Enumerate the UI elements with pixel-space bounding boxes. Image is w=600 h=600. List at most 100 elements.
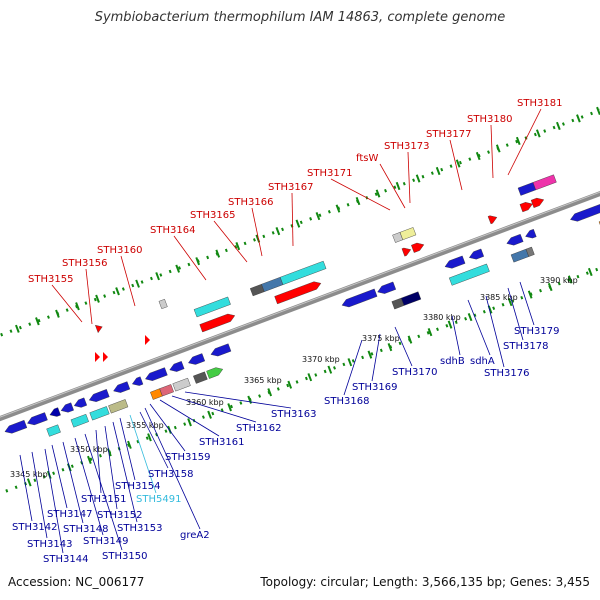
leader-line <box>251 207 263 257</box>
scale-tick-label: 3390 kbp <box>540 276 578 285</box>
guide-tick <box>307 373 313 382</box>
gene-feature <box>27 412 48 426</box>
gene-label-bottom: STH3154 <box>115 481 160 492</box>
guide-tick <box>535 129 541 138</box>
gene-feature <box>279 260 327 285</box>
gene-label-top: STH3171 <box>307 168 352 179</box>
gene-label-top: STH3160 <box>97 245 142 256</box>
scale-tick-label: 3345 kbp <box>10 470 48 479</box>
gene-feature <box>487 215 498 225</box>
guide-tick <box>455 159 461 168</box>
leader-line <box>485 295 505 368</box>
gene-feature <box>108 399 129 414</box>
gene-label-bottom: STH3158 <box>148 469 193 480</box>
guide-tick <box>507 297 513 307</box>
guide-tick <box>447 320 453 329</box>
gene-feature <box>532 174 557 191</box>
gene-feature <box>49 407 61 417</box>
gene-label-bottom: STH3142 <box>12 522 57 533</box>
gene-feature <box>448 263 490 286</box>
accession-text: Accession: NC_006177 <box>8 575 145 589</box>
leader-line <box>62 441 84 524</box>
guide-tick <box>127 440 132 449</box>
leader-line <box>291 192 294 247</box>
guide-tick <box>26 478 32 487</box>
gene-feature <box>517 182 537 196</box>
guide-tick <box>35 317 40 326</box>
gene-label-bottom: STH3170 <box>392 367 437 378</box>
genome-summary-text: Topology: circular; Length: 3,566,135 bp… <box>260 575 590 589</box>
gene-label-top: STH3180 <box>467 114 512 125</box>
leader-line <box>119 417 136 481</box>
gene-feature <box>510 248 530 263</box>
map-title: Symbiobacterium thermophilum IAM 14863, … <box>94 10 506 25</box>
leader-line <box>171 395 257 423</box>
guide-tick <box>215 249 221 258</box>
gene-label-bottom: STH3153 <box>117 523 162 534</box>
leader-line <box>44 448 64 554</box>
gene-feature <box>145 367 168 381</box>
gene-feature <box>570 204 600 222</box>
guide-tick <box>247 395 253 404</box>
guide-tick <box>315 211 321 221</box>
gene-label-top: STH3177 <box>426 129 471 140</box>
guide-tick <box>147 433 152 442</box>
gene-feature <box>145 335 150 345</box>
guide-tick <box>135 279 140 288</box>
gene-feature <box>199 313 236 333</box>
leader-line <box>51 284 83 323</box>
gene-feature <box>70 413 89 428</box>
gene-feature <box>399 227 417 241</box>
gene-label-bottom: STH3151 <box>81 494 126 505</box>
gene-feature <box>261 276 284 292</box>
guide-tick <box>395 181 401 191</box>
gene-feature <box>4 419 28 434</box>
leader-line <box>173 235 207 281</box>
genome-backbone <box>0 190 600 422</box>
gene-label-bottom: STH3150 <box>102 551 147 562</box>
gene-feature <box>188 353 206 365</box>
scale-tick-label: 3350 kbp <box>70 445 108 454</box>
gene-feature <box>60 402 74 413</box>
guide-tick <box>287 380 293 389</box>
leader-line <box>120 255 136 307</box>
gene-feature <box>377 281 397 294</box>
gene-label-top: STH3156 <box>62 258 107 269</box>
gene-feature <box>411 242 425 253</box>
gene-label-bottom: STH3149 <box>83 536 128 547</box>
gene-feature <box>274 281 322 305</box>
gene-feature <box>506 233 524 246</box>
leader-line <box>139 411 169 469</box>
guide-tick <box>115 287 120 296</box>
guide-tick <box>327 365 333 374</box>
scale-tick-label: 3385 kbp <box>480 293 518 302</box>
guide-tick <box>475 151 481 161</box>
guide-tick <box>596 106 600 115</box>
gene-feature <box>46 424 61 437</box>
leader-line <box>129 414 157 494</box>
guide-tick <box>55 309 60 318</box>
leader-line <box>490 124 494 179</box>
gene-label-bottom: STH3143 <box>27 539 72 550</box>
gene-feature <box>73 397 88 408</box>
leader-line <box>51 444 68 509</box>
guide-tick <box>207 410 212 419</box>
guide-tick <box>75 302 80 311</box>
guide-tick <box>275 227 281 236</box>
leader-line <box>507 287 524 341</box>
gene-feature <box>206 367 224 379</box>
gene-feature <box>401 247 412 257</box>
gene-label-top: STH3164 <box>150 225 195 236</box>
guide-tick <box>87 455 92 464</box>
gene-feature <box>169 361 185 372</box>
guide-tick <box>415 174 421 183</box>
leader-line <box>379 163 406 209</box>
gene-label-top: STH3181 <box>517 98 562 109</box>
gene-feature <box>113 381 131 393</box>
gene-feature <box>400 291 422 306</box>
leader-line <box>330 178 391 211</box>
guide-tick <box>435 166 441 176</box>
gene-feature <box>193 371 208 384</box>
gene-label-bottom: STH3147 <box>47 509 92 520</box>
